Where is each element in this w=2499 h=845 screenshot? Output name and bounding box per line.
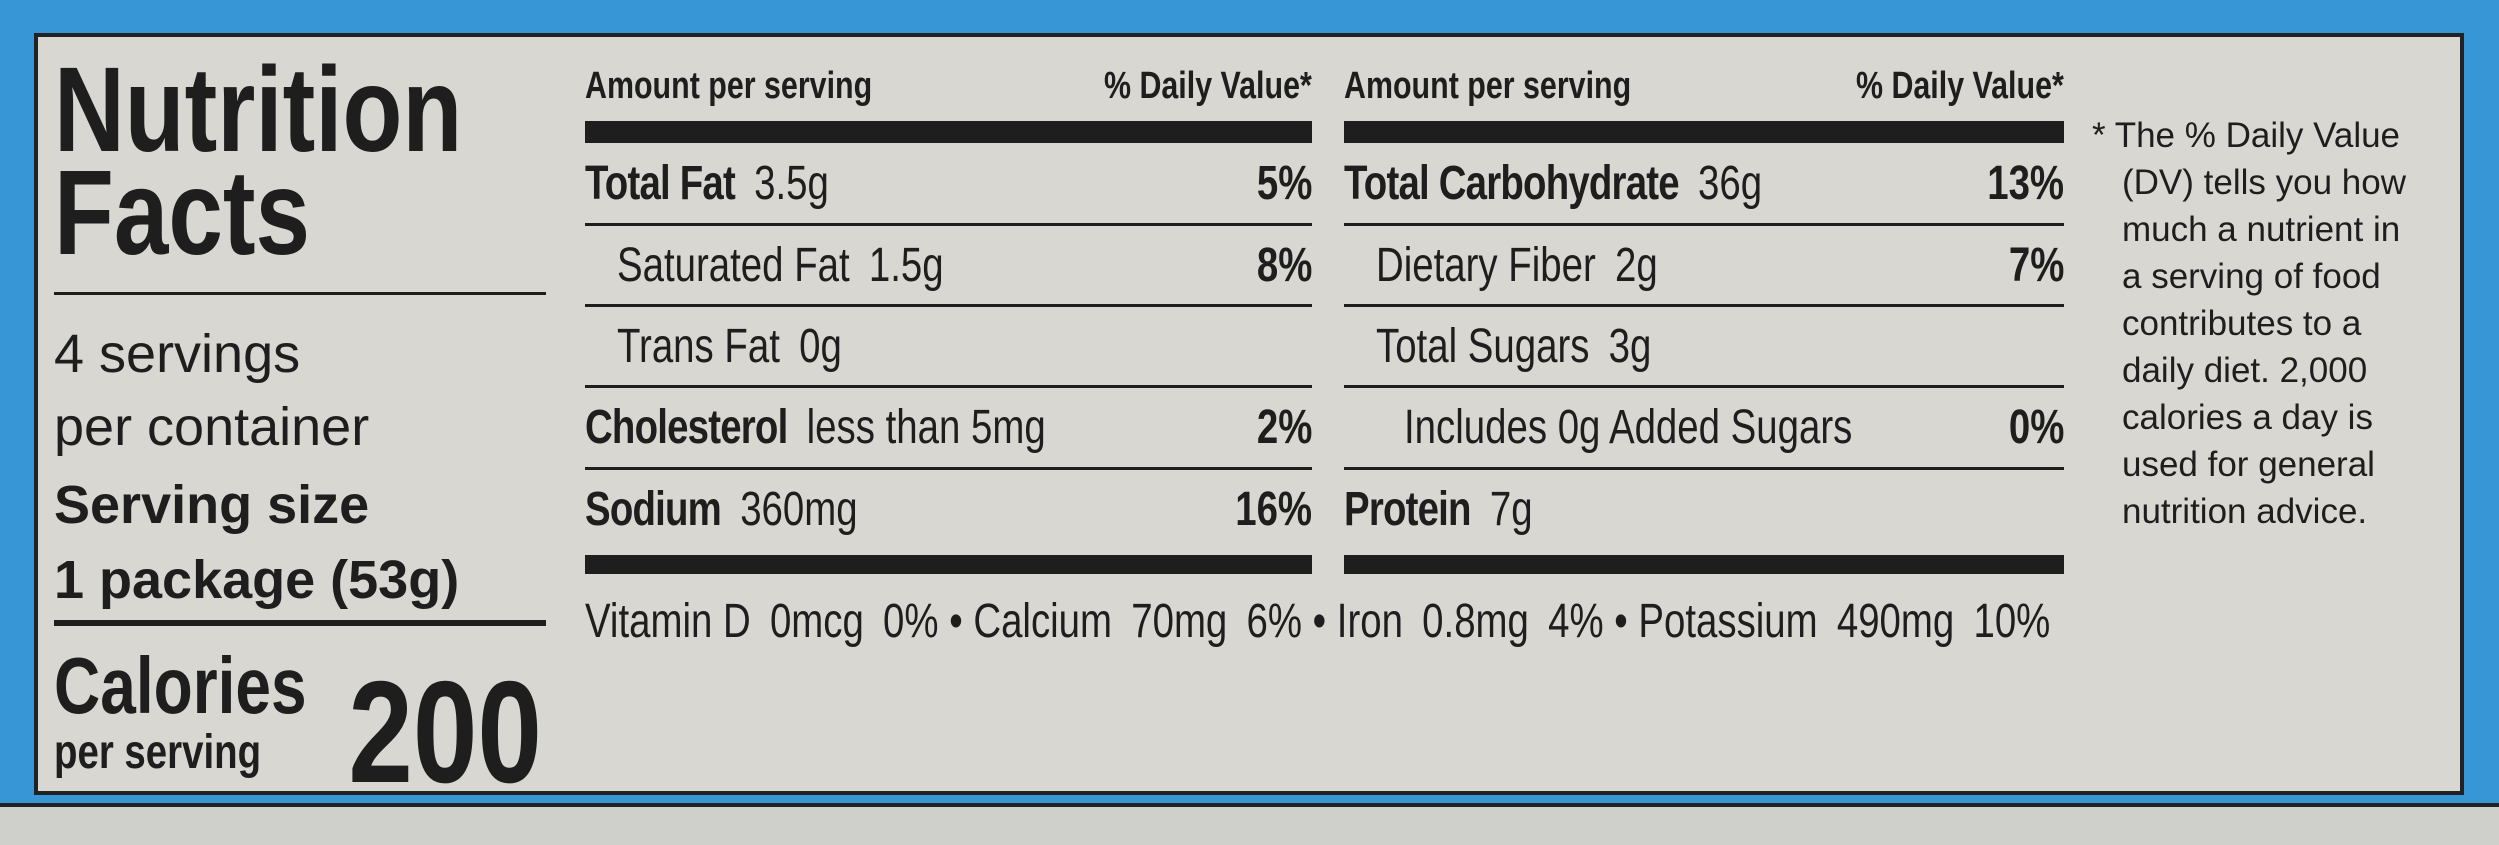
vitamin-amount: 70mg	[1131, 595, 1228, 648]
nutrient-row: Trans Fat 0g	[617, 319, 842, 374]
servings-line: 4 servings	[54, 324, 301, 384]
column-header: % Daily Value*	[1856, 65, 2064, 107]
nutrient-name: Total Fat	[585, 157, 736, 210]
nutrient-amount: 7g	[1489, 483, 1533, 536]
nutrient-row: Total Sugars 3g	[1376, 319, 1651, 374]
nutrient-name: Saturated Fat	[617, 239, 850, 292]
rule	[1344, 555, 2064, 574]
footnote-line: (DV) tells you how	[2122, 163, 2406, 202]
nutrient-amount: 360mg	[740, 483, 858, 536]
nutrient-name: Dietary Fiber	[1376, 239, 1596, 292]
nutrient-name: Sodium	[585, 483, 722, 536]
nutrient-row: Total Fat 3.5g	[585, 156, 829, 211]
column-header: Amount per serving	[1344, 65, 1632, 107]
nutrient-name: Total Carbohydrate	[1344, 157, 1680, 210]
footnote-line: a serving of food	[2122, 257, 2381, 296]
vitamin-amount: 0.8mg	[1422, 595, 1529, 648]
title: Nutrition Facts	[54, 41, 463, 280]
serving-size-value: 1 package (53g)	[54, 550, 460, 610]
nutrient-row: Protein 7g	[1344, 482, 1533, 537]
nutrient-name: Includes 0g Added Sugars	[1404, 401, 1853, 454]
nutrient-row: Cholesterol less than 5mg	[585, 400, 1046, 455]
daily-value: 2%	[1256, 401, 1313, 454]
title-line: Facts	[54, 144, 311, 280]
bottom-strip	[0, 803, 2499, 845]
footnote-line: daily diet. 2,000	[2122, 351, 2368, 390]
daily-value: 8%	[1256, 239, 1313, 292]
rule	[1344, 304, 2064, 307]
nutrient-name: Protein	[1344, 483, 1471, 536]
servings: 4 servings per container	[54, 318, 369, 464]
rule	[585, 467, 1312, 470]
footnote-line: much a nutrient in	[2122, 210, 2401, 249]
label-panel	[34, 33, 2464, 795]
rule	[585, 121, 1312, 143]
title-line: Nutrition	[54, 41, 463, 177]
nutrient-row: Total Carbohydrate 36g	[1344, 156, 1762, 211]
nutrient-row: Includes 0g Added Sugars	[1404, 400, 1852, 455]
vitamin-name: Potassium	[1638, 595, 1818, 648]
rule	[585, 385, 1312, 388]
nutrient-amount: less than 5mg	[806, 401, 1046, 454]
nutrient-amount: 1.5g	[868, 239, 944, 292]
nutrient-row: Saturated Fat 1.5g	[617, 238, 944, 293]
vitamin-dv: 0%	[883, 595, 939, 648]
vitamin-amount: 490mg	[1836, 595, 1955, 648]
rule	[1344, 121, 2064, 143]
vitamin-dv: 4%	[1548, 595, 1604, 648]
daily-value: 5%	[1256, 157, 1313, 210]
rule	[1344, 385, 2064, 388]
column-header: Amount per serving	[585, 65, 873, 107]
nutrient-row: Dietary Fiber 2g	[1376, 238, 1658, 293]
nutrient-name: Total Sugars	[1376, 320, 1590, 373]
footnote-line: used for general	[2122, 445, 2375, 484]
footnote-line: nutrition advice.	[2122, 492, 2368, 531]
vitamin-name: Calcium	[973, 595, 1113, 648]
vitamin-name: Vitamin D	[585, 595, 751, 648]
nutrient-amount: 36g	[1698, 157, 1763, 210]
rule	[1344, 223, 2064, 226]
nutrient-name: Trans Fat	[617, 320, 780, 373]
serving-size-label: Serving size	[54, 475, 370, 535]
nutrient-amount: 0g	[799, 320, 842, 373]
rule	[585, 223, 1312, 226]
servings-line: per container	[54, 397, 370, 457]
serving-size: Serving size 1 package (53g)	[54, 468, 459, 618]
daily-value: 7%	[2008, 239, 2065, 292]
daily-value: 13%	[1987, 157, 2064, 210]
vitamins: Vitamin D 0mcg 0% • Calcium 70mg 6% • Ir…	[585, 595, 2051, 648]
rule	[54, 620, 546, 626]
daily-value: 16%	[1235, 483, 1312, 536]
nutrient-amount: 2g	[1614, 239, 1658, 292]
footnote: * The % Daily Value (DV) tells you how muc…	[2092, 112, 2406, 535]
vitamin-dv: 10%	[1973, 595, 2051, 648]
calories-sublabel: per serving	[54, 726, 262, 779]
rule	[585, 555, 1312, 574]
vitamin-name: Iron	[1336, 595, 1403, 648]
footnote-line: * The % Daily Value	[2092, 116, 2401, 155]
vitamin-dv: 6%	[1246, 595, 1303, 648]
rule	[1344, 467, 2064, 470]
nutrient-amount: 3g	[1608, 320, 1652, 373]
footnote-line: calories a day is	[2122, 398, 2373, 437]
footnote-line: contributes to a	[2122, 304, 2362, 343]
calories-label: Calories	[54, 641, 307, 730]
nutrient-row: Sodium 360mg	[585, 482, 858, 537]
vitamin-amount: 0mcg	[769, 595, 864, 648]
nutrient-amount: 3.5g	[754, 157, 829, 210]
calories-value: 200	[348, 651, 542, 813]
rule	[54, 292, 546, 295]
daily-value: 0%	[2008, 401, 2065, 454]
nutrient-name: Cholesterol	[585, 401, 788, 454]
column-header: % Daily Value*	[1104, 65, 1312, 107]
rule	[585, 304, 1312, 307]
